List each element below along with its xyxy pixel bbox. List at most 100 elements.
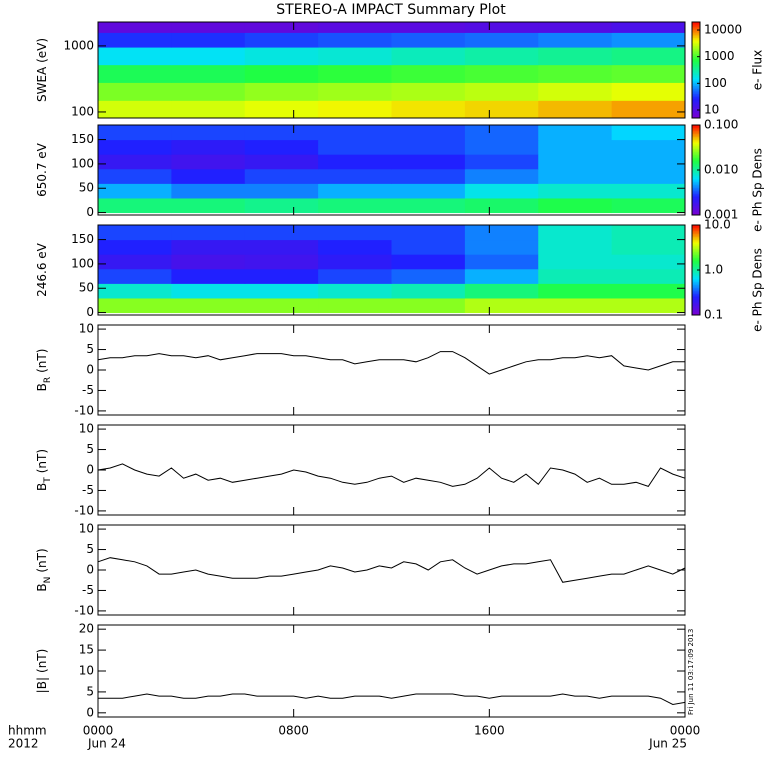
colorbar-segment bbox=[692, 243, 700, 245]
heatmap-cell bbox=[391, 82, 466, 101]
colorbar-segment bbox=[692, 288, 700, 290]
time-format-label: hhmm bbox=[8, 724, 47, 738]
colorbar-tick-label: 1000 bbox=[704, 49, 735, 63]
colorbar-segment bbox=[692, 291, 700, 293]
heatmap-cell bbox=[611, 239, 686, 255]
colorbar-segment bbox=[692, 258, 700, 260]
colorbar-segment bbox=[692, 144, 700, 147]
colorbar-segment bbox=[692, 158, 700, 160]
heatmap-cell bbox=[391, 32, 466, 48]
heatmap-cell bbox=[98, 64, 172, 83]
colorbar-segment bbox=[692, 225, 700, 227]
panel-frame bbox=[97, 21, 686, 119]
colorbar-segment bbox=[692, 22, 700, 25]
y-label-text: B bbox=[35, 583, 49, 591]
colorbar-tick-label: 100 bbox=[704, 76, 727, 90]
colorbar-segment bbox=[692, 238, 700, 241]
colorbar-segment bbox=[692, 146, 700, 148]
colorbar-segment bbox=[692, 76, 700, 79]
y-tick-label: -5 bbox=[82, 583, 94, 597]
colorbar-segment bbox=[692, 113, 700, 116]
colorbar-segment bbox=[692, 84, 700, 87]
heatmap-cell bbox=[244, 82, 319, 101]
start-date-label: Jun 24 bbox=[87, 737, 126, 751]
colorbar-segment bbox=[692, 164, 700, 166]
heatmap-cell bbox=[318, 197, 392, 214]
heatmap-cell bbox=[318, 64, 392, 83]
heatmap-cell bbox=[318, 297, 392, 314]
heatmap-cell bbox=[171, 225, 246, 241]
heatmap-cell bbox=[538, 47, 613, 66]
colorbar-segment bbox=[692, 209, 700, 211]
heatmap-cell bbox=[391, 225, 466, 241]
colorbar-segment bbox=[692, 38, 700, 41]
heatmap-cell bbox=[391, 183, 466, 199]
heatmap-cell bbox=[611, 197, 686, 214]
y-tick-label: 0 bbox=[86, 463, 94, 477]
colorbar-segment bbox=[692, 52, 700, 55]
heatmap-cell bbox=[318, 22, 392, 33]
heatmap-cell bbox=[318, 32, 392, 48]
heatmap-cell bbox=[244, 268, 319, 284]
y-tick-label: 20 bbox=[79, 622, 94, 636]
y-tick-label: 15 bbox=[79, 643, 94, 657]
heatmap-cell bbox=[171, 22, 246, 33]
y-tick-label: 10 bbox=[79, 322, 94, 336]
y-axis-label: |B| (nT) bbox=[35, 649, 49, 694]
colorbar-segment bbox=[692, 177, 700, 180]
heatmap-cell bbox=[611, 64, 686, 83]
colorbar-segment bbox=[692, 303, 700, 305]
colorbar-segment bbox=[692, 234, 700, 236]
y-label-text: B bbox=[35, 383, 49, 391]
heatmap-cell bbox=[318, 47, 392, 66]
heatmap-cell bbox=[318, 268, 392, 284]
colorbar-segment bbox=[692, 170, 700, 172]
heatmap-cell bbox=[318, 254, 392, 270]
colorbar-segment bbox=[692, 276, 700, 278]
x-tick-label: 0800 bbox=[278, 724, 309, 738]
heatmap-cell bbox=[171, 183, 246, 199]
colorbar-segment bbox=[692, 149, 700, 151]
heatmap-cell bbox=[171, 254, 246, 270]
heatmap-cell bbox=[391, 168, 466, 184]
colorbar-segment bbox=[692, 114, 700, 117]
colorbar-segment bbox=[692, 152, 700, 154]
heatmap-cell bbox=[538, 254, 613, 270]
colorbar-segment bbox=[692, 111, 700, 114]
heatmap-cell bbox=[464, 239, 539, 255]
colorbar-segment bbox=[692, 252, 700, 254]
colorbar-segment bbox=[692, 168, 700, 171]
y-label-text: |B| bbox=[35, 677, 49, 693]
colorbar-segment bbox=[692, 147, 700, 150]
y-tick-label: 100 bbox=[71, 156, 94, 170]
heatmap-cell bbox=[464, 283, 539, 299]
heatmap-cell bbox=[244, 297, 319, 314]
y-tick-label: -5 bbox=[82, 483, 94, 497]
colorbar-tick-label: 10.0 bbox=[704, 218, 731, 232]
heatmap-cell bbox=[538, 225, 613, 241]
y-tick-label: 50 bbox=[79, 281, 94, 295]
colorbar-segment bbox=[692, 306, 700, 308]
colorbar-segment bbox=[692, 98, 700, 101]
colorbar-segment bbox=[692, 25, 700, 28]
y-axis-label: SWEA (eV) bbox=[35, 38, 49, 102]
colorbar-segment bbox=[692, 176, 700, 178]
colorbar-segment bbox=[692, 41, 700, 44]
colorbar-segment bbox=[692, 36, 700, 39]
colorbar-segment bbox=[692, 312, 700, 314]
heatmap-cell bbox=[98, 125, 172, 141]
heatmap-cell bbox=[391, 268, 466, 284]
y-tick-label: 50 bbox=[79, 181, 94, 195]
heatmap-cell bbox=[538, 268, 613, 284]
colorbar-segment bbox=[692, 262, 700, 265]
colorbar-segment bbox=[692, 280, 700, 283]
colorbar-segment bbox=[692, 70, 700, 73]
colorbar-segment bbox=[692, 47, 700, 50]
colorbar-segment bbox=[692, 150, 700, 153]
heatmap-cell bbox=[464, 268, 539, 284]
colorbar-segment bbox=[692, 255, 700, 257]
y-tick-label: 10 bbox=[79, 422, 94, 436]
colorbar-segment bbox=[692, 173, 700, 175]
colorbar-segment bbox=[692, 159, 700, 162]
colorbar-segment bbox=[692, 295, 700, 298]
